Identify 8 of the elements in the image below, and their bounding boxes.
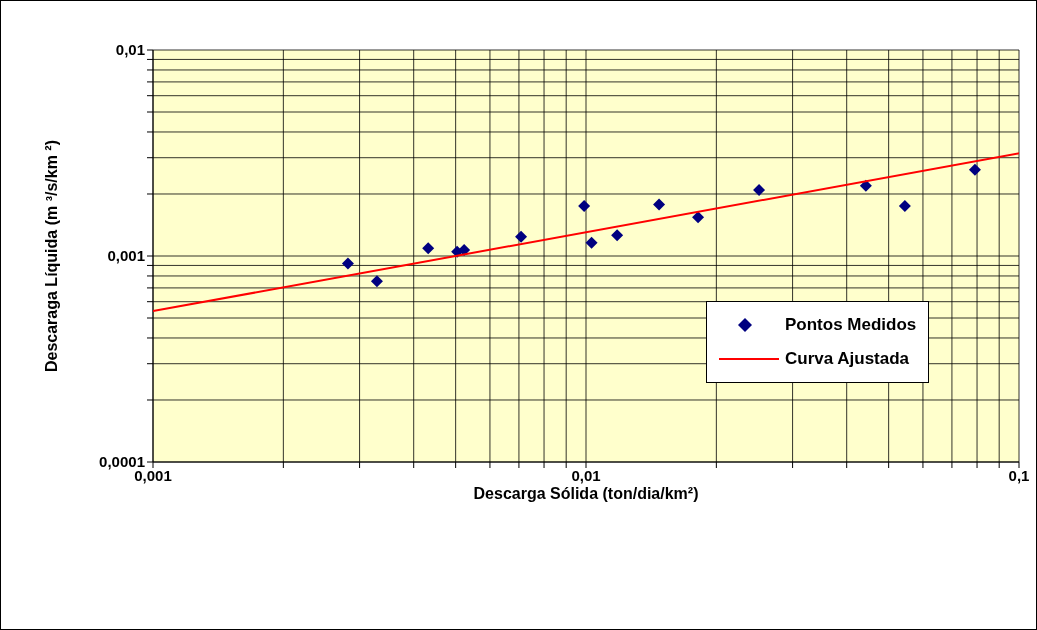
x-axis-title: Descarga Sólida (ton/dia/km²): [473, 485, 699, 502]
y-tick-label: 0,01: [115, 41, 145, 59]
legend-label: Pontos Medidos: [785, 315, 917, 335]
y-axis-title: Descaraga Líquida (m ³/s/km ²): [42, 139, 60, 373]
y-tick-label: 0,001: [107, 247, 145, 265]
x-tick-label: 0,01: [571, 466, 601, 484]
x-tick-label: 0,1: [1008, 466, 1030, 484]
legend-label: Curva Ajustada: [785, 349, 910, 369]
